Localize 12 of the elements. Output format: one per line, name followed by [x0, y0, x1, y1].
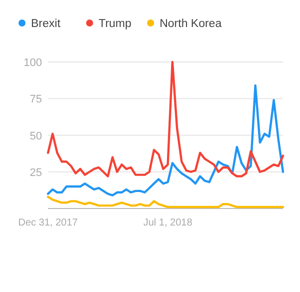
y-tick-label: 100	[24, 57, 42, 69]
legend-label: Trump	[98, 18, 132, 30]
y-tick-label: 75	[30, 94, 42, 106]
y-tick-label: 25	[30, 166, 42, 179]
x-tick-label: Dec 31, 2017	[18, 218, 78, 228]
legend-label: North Korea	[160, 18, 222, 30]
line-series	[46, 60, 284, 178]
x-tick-label: Jul 1, 2018	[143, 218, 193, 228]
y-tick-label: 50	[30, 130, 42, 142]
line-series	[46, 196, 284, 208]
legend-label: Brexit	[31, 18, 62, 30]
line-series	[46, 84, 284, 196]
